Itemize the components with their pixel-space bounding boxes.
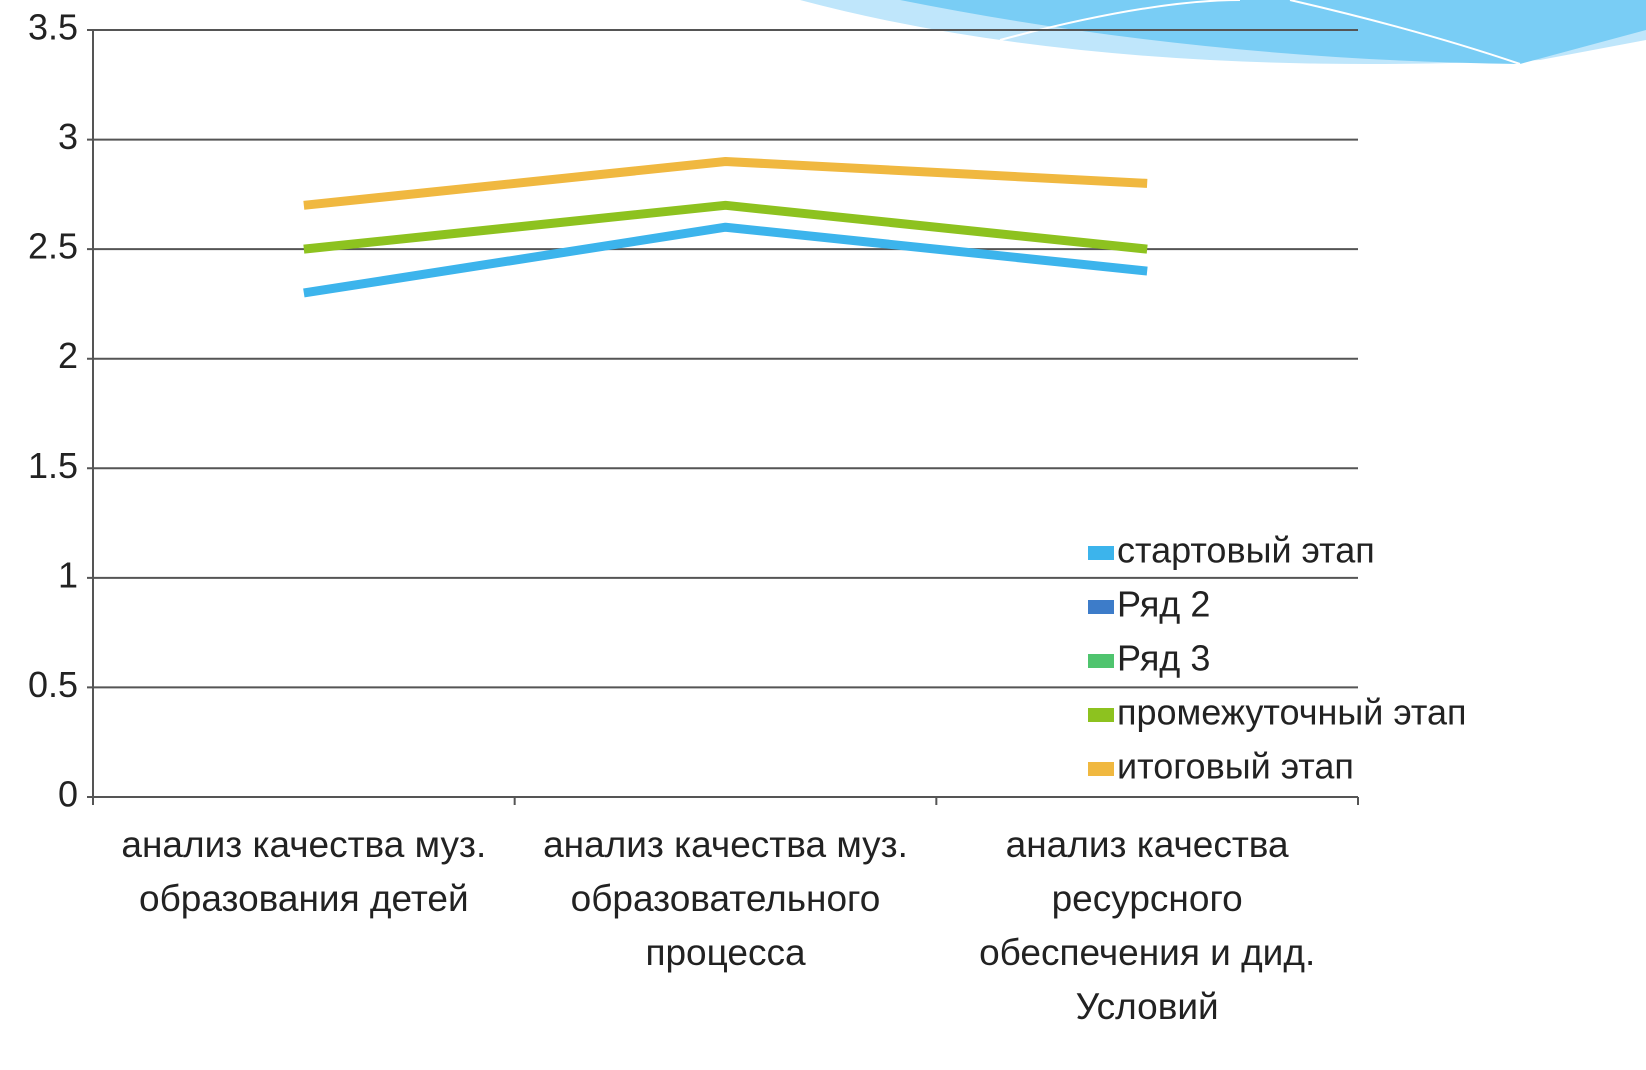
decoration bbox=[800, 0, 1646, 64]
y-tick-label: 3.5 bbox=[28, 7, 78, 48]
series-line bbox=[304, 161, 1147, 205]
x-tick-label: анализ качества муз. образования детей bbox=[99, 818, 509, 926]
legend-label: Ряд 3 bbox=[1117, 638, 1210, 679]
legend-label: стартовый этап bbox=[1117, 530, 1375, 571]
page: 0 0.5 1 1.5 2 2.5 3 3.5 стартовый этап Ряд 2 Ряд 3… bbox=[0, 0, 1646, 1070]
legend-label: итоговый этап bbox=[1117, 746, 1354, 787]
y-tick-label: 2 bbox=[58, 335, 78, 376]
y-tick-label: 2.5 bbox=[28, 226, 78, 267]
legend-label: промежуточный этап bbox=[1117, 692, 1467, 733]
legend-swatch bbox=[1088, 546, 1114, 560]
legend-swatch bbox=[1088, 708, 1114, 722]
y-tick-label: 3 bbox=[58, 116, 78, 157]
x-tick-label: анализ качества муз. образовательного пр… bbox=[521, 818, 931, 980]
legend-swatch bbox=[1088, 600, 1114, 614]
y-tick-label: 1.5 bbox=[28, 445, 78, 486]
y-tick-label: 0.5 bbox=[28, 664, 78, 705]
y-tick-label: 0 bbox=[58, 774, 78, 815]
x-tick-label: анализ качества ресурсного обеспечения и… bbox=[942, 818, 1352, 1034]
y-tick-label: 1 bbox=[58, 554, 78, 595]
legend-swatch bbox=[1088, 762, 1114, 776]
legend-label: Ряд 2 bbox=[1117, 584, 1210, 625]
legend-swatch bbox=[1088, 654, 1114, 668]
